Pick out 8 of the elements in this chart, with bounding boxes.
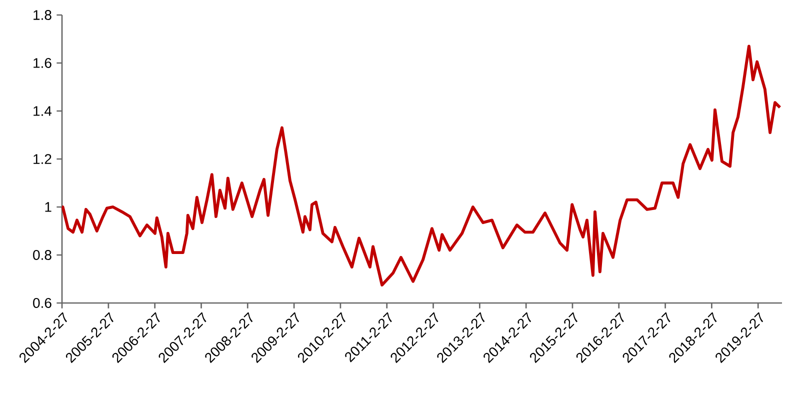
- y-tick-label: 1.8: [34, 10, 52, 20]
- y-tick-label: 1.2: [34, 154, 52, 164]
- y-tick-label: 1: [45, 202, 52, 212]
- y-tick-label: 0.6: [33, 298, 52, 308]
- y-tick-label: 1.6: [34, 58, 52, 68]
- y-tick-label: 0.8: [33, 250, 52, 260]
- line-series: [60, 44, 782, 286]
- y-tick-label: 1.4: [34, 106, 52, 116]
